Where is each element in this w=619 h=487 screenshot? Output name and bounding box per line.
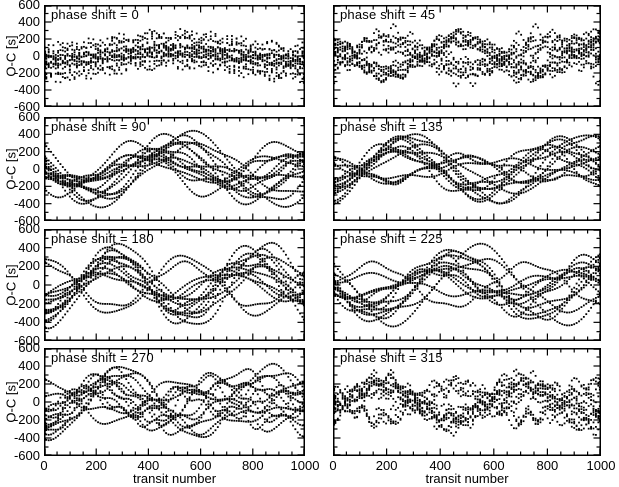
y-tick-label: 200 — [18, 31, 40, 46]
y-tick-label: 0 — [32, 48, 40, 63]
plot-canvas — [333, 348, 601, 456]
y-tick-label: -200 — [13, 412, 40, 427]
y-tick-label: -200 — [13, 178, 40, 194]
y-tick-label: -200 — [13, 295, 40, 311]
x-tick-label: 600 — [189, 458, 212, 473]
plot-canvas — [333, 117, 601, 221]
y-tick-label: -600 — [13, 333, 40, 348]
y-tick-label: -600 — [13, 99, 40, 114]
x-axis-title: transit number — [425, 471, 509, 486]
panel-phase-shift-225: phase shift = 225 — [333, 229, 601, 341]
y-tick-label: -600 — [13, 448, 40, 463]
panel-phase-label: phase shift = 45 — [340, 7, 436, 22]
y-tick-label: 0 — [32, 161, 40, 176]
x-tick-label: 1000 — [290, 458, 320, 473]
plot-canvas — [44, 229, 305, 341]
panel-phase-label: phase shift = 270 — [51, 350, 154, 365]
x-tick-label: 800 — [536, 458, 559, 473]
panel-phase-shift-90: phase shift = 90 — [44, 117, 305, 221]
x-tick-label: 800 — [241, 458, 264, 473]
x-tick-label: 0 — [40, 458, 48, 473]
panel-phase-label: phase shift = 180 — [51, 231, 154, 246]
y-tick-label: 600 — [18, 109, 40, 124]
panel-phase-shift-135: phase shift = 135 — [333, 117, 601, 221]
x-tick-label: 400 — [429, 458, 452, 473]
x-tick-label: 200 — [85, 458, 108, 473]
x-axis-title: transit number — [132, 471, 217, 486]
panel-phase-shift-270: phase shift = 270 — [44, 348, 305, 456]
y-tick-label: -400 — [13, 195, 40, 211]
y-tick-label: 0 — [32, 394, 40, 409]
panel-phase-label: phase shift = 315 — [340, 350, 443, 365]
y-tick-label: 400 — [18, 14, 40, 29]
plot-canvas — [333, 229, 601, 341]
y-tick-label: 400 — [18, 239, 40, 255]
panel-phase-label: phase shift = 90 — [51, 119, 147, 134]
x-tick-label: 0 — [329, 458, 337, 473]
y-tick-label: -600 — [13, 213, 40, 228]
x-tick-label: 200 — [375, 458, 398, 473]
panel-phase-shift-180: phase shift = 180 — [44, 229, 305, 341]
plot-canvas — [44, 348, 305, 456]
panel-phase-label: phase shift = 225 — [340, 231, 443, 246]
x-tick-label: 1000 — [586, 458, 616, 473]
y-tick-label: 200 — [18, 258, 40, 274]
panel-phase-shift-0: phase shift = 0 — [44, 5, 305, 107]
y-tick-label: -400 — [13, 82, 40, 97]
y-tick-label: 600 — [18, 221, 40, 236]
y-tick-label: 200 — [18, 143, 40, 159]
panel-phase-label: phase shift = 0 — [51, 7, 139, 22]
panel-phase-label: phase shift = 135 — [340, 119, 443, 134]
y-tick-label: 0 — [32, 277, 40, 292]
plot-canvas — [44, 117, 305, 221]
panel-phase-shift-45: phase shift = 45 — [333, 5, 601, 107]
plot-canvas — [44, 5, 305, 107]
panel-phase-shift-315: phase shift = 315 — [333, 348, 601, 456]
y-tick-label: -200 — [13, 65, 40, 80]
y-tick-label: 600 — [18, 340, 40, 355]
x-tick-label: 400 — [137, 458, 160, 473]
y-tick-label: 400 — [18, 126, 40, 142]
y-tick-label: 200 — [18, 376, 40, 391]
y-tick-label: 600 — [18, 0, 40, 12]
y-tick-label: 400 — [18, 358, 40, 373]
x-tick-label: 600 — [482, 458, 505, 473]
y-tick-label: -400 — [13, 430, 40, 445]
plot-canvas — [333, 5, 601, 107]
y-tick-label: -400 — [13, 314, 40, 330]
